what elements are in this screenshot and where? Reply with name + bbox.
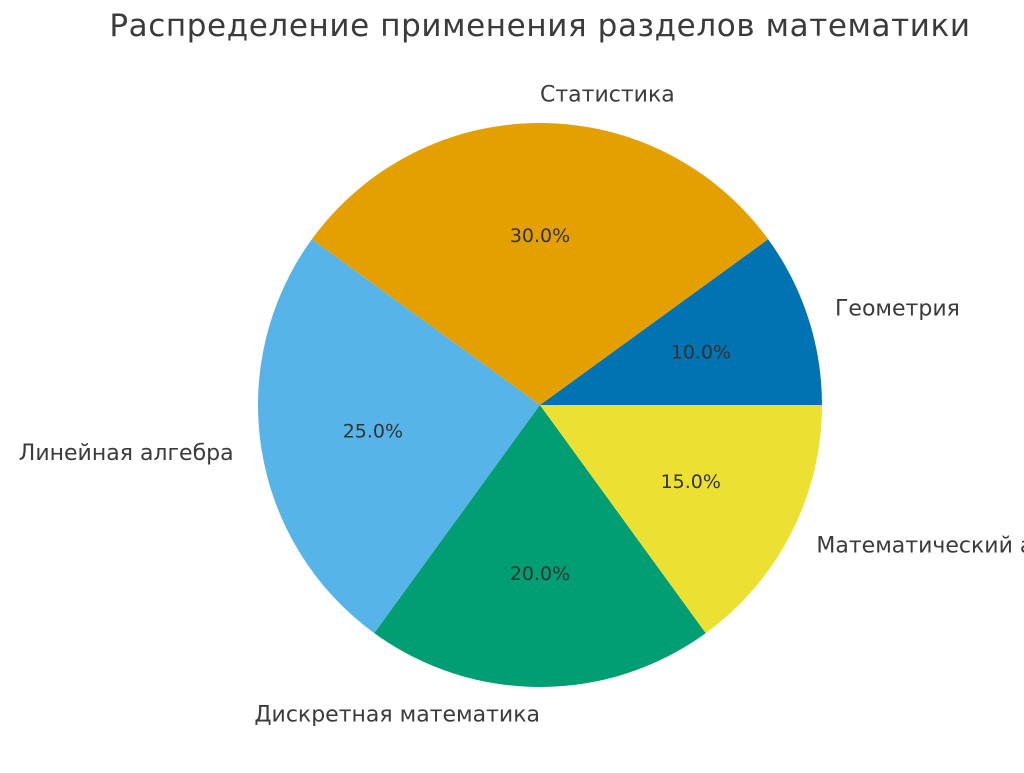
pie-slice: [540, 405, 822, 634]
slice-category-label: Геометрия: [835, 297, 960, 322]
category-labels: Геометрия Статистика Линейная алгебра Дискр…: [19, 82, 1024, 727]
pie-slice: [257, 239, 540, 634]
pie-slices: [257, 122, 822, 687]
pie-slice: [540, 239, 822, 405]
slice-category-label: Математический анализ: [816, 533, 1024, 558]
slice-percent-label: 25.0%: [343, 420, 403, 442]
slice-percent-label: 10.0%: [671, 342, 731, 364]
pie-slice: [311, 122, 769, 406]
slice-category-label: Статистика: [540, 82, 675, 107]
chart-title: Распределение применения разделов матема…: [109, 8, 971, 44]
slice-category-label: Линейная алгебра: [19, 441, 234, 466]
slice-percent-label: 15.0%: [661, 471, 721, 493]
pie-slice: [374, 405, 706, 687]
percent-labels: 10.0% 30.0% 25.0% 20.0% 15.0%: [343, 225, 731, 585]
slice-percent-label: 30.0%: [510, 225, 570, 247]
slice-category-label: Дискретная математика: [254, 703, 540, 728]
slice-percent-label: 20.0%: [510, 563, 570, 585]
